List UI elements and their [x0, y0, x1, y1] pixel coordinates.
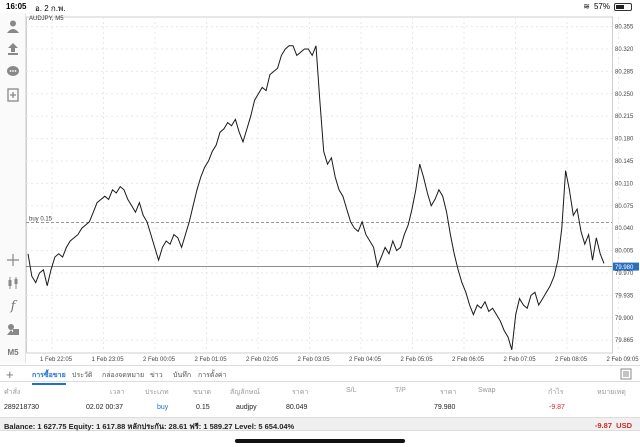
header-size: ขนาด — [193, 389, 212, 396]
y-tick-label: 80.355 — [615, 25, 634, 31]
crosshair-icon[interactable] — [4, 251, 22, 269]
current-price-label: 79.980 — [615, 265, 634, 271]
y-tick-label: 80.110 — [615, 181, 634, 187]
y-tick-label: 79.865 — [615, 338, 634, 344]
tab-journal[interactable]: บันทึก — [173, 372, 192, 379]
y-tick-label: 80.320 — [615, 47, 634, 53]
status-bar: 16:05 อ. 2 ก.พ. ≋ 57% — [0, 0, 640, 13]
status-right: ≋ 57% — [583, 2, 632, 11]
chart-svg: 80.355 80.320 80.285 80.250 80.215 80.180 80.1… — [26, 16, 640, 363]
header-comment: หมายเหตุ — [597, 389, 626, 396]
battery-percent: 57% — [593, 2, 610, 11]
header-sl: S/L — [346, 387, 357, 394]
y-tick-label: 80.040 — [615, 226, 634, 232]
x-tick-label: 2 Feb 03:05 — [298, 357, 331, 363]
header-price-current: ราคา — [440, 389, 457, 396]
order-time: 02.02 00:37 — [86, 404, 123, 411]
order-open-price: 80.049 — [286, 404, 308, 411]
order-profit: -9.87 — [549, 404, 565, 411]
terminal-tabs: + การซื้อขาย ประวัติ กล่องจดหมาย ข่าว บั… — [0, 365, 640, 385]
order-size: 0.15 — [196, 404, 210, 411]
header-order: คำสั่ง — [4, 389, 21, 396]
order-type: buy — [157, 404, 169, 411]
y-tick-label: 79.900 — [615, 316, 634, 322]
x-tick-label: 2 Feb 07:05 — [504, 357, 537, 363]
tab-settings[interactable]: การตั้งค่า — [198, 372, 227, 379]
chat-icon[interactable] — [4, 63, 22, 81]
x-tick-label: 2 Feb 09:05 — [607, 357, 640, 363]
x-tick-label: 2 Feb 06:05 — [452, 357, 485, 363]
home-indicator — [235, 439, 405, 443]
y-tick-label: 80.215 — [615, 114, 634, 120]
x-tick-label: 2 Feb 02:05 — [246, 357, 279, 363]
y-tick-label: 80.180 — [615, 137, 634, 143]
plot-frame — [26, 16, 613, 354]
header-symbol: สัญลักษณ์ — [230, 389, 260, 396]
order-current-price: 79.980 — [434, 404, 456, 411]
new-chart-icon[interactable] — [4, 86, 22, 104]
battery-fill — [616, 4, 624, 9]
y-tick-label: 80.075 — [615, 204, 634, 210]
order-symbol: audjpy — [236, 404, 257, 411]
x-tick-label: 2 Feb 01:05 — [195, 357, 228, 363]
header-price-open: ราคา — [292, 389, 309, 396]
tab-mailbox[interactable]: กล่องจดหมาย — [102, 372, 145, 379]
x-tick-label: 2 Feb 08:05 — [555, 357, 588, 363]
current-price-tag — [613, 262, 639, 271]
x-tick-label: 1 Feb 22:05 — [40, 357, 73, 363]
header-swap: Swap — [478, 387, 496, 394]
y-tick-label: 79.935 — [615, 293, 634, 299]
order-id: 289218730 — [4, 404, 40, 411]
user-icon[interactable] — [4, 17, 22, 35]
function-icon[interactable]: f — [10, 298, 16, 314]
add-icon[interactable]: + — [6, 367, 14, 382]
date: อ. 2 ก.พ. — [35, 4, 66, 13]
chart-toolbar: f M5 — [0, 13, 26, 363]
tab-trade[interactable]: การซื้อขาย — [32, 370, 66, 385]
x-tick-label: 2 Feb 05:05 — [401, 357, 434, 363]
objects-icon[interactable] — [4, 320, 22, 338]
price-series-line — [27, 45, 605, 350]
x-tick-label: 2 Feb 04:05 — [349, 357, 382, 363]
balance-summary: Balance: 1 627.75 Equity: 1 617.88 หลักป… — [4, 422, 295, 431]
header-type: ประเภท — [145, 389, 169, 396]
battery-icon — [614, 2, 632, 11]
account-currency: USD — [616, 421, 632, 430]
y-tick-label: 80.145 — [615, 159, 634, 165]
x-tick-label: 1 Feb 23:05 — [92, 357, 125, 363]
total-profit: -9.87 — [594, 421, 612, 430]
header-profit: กำไร — [548, 389, 564, 396]
tab-news[interactable]: ข่าว — [150, 372, 163, 379]
price-chart[interactable]: 80.355 80.320 80.285 80.250 80.215 80.180 80.1… — [26, 13, 640, 363]
header-time: เวลา — [110, 389, 125, 396]
timeframe-button[interactable]: M5 — [7, 347, 19, 357]
y-tick-label: 80.005 — [615, 249, 634, 255]
y-tick-label: 80.285 — [615, 69, 634, 75]
expand-icon[interactable] — [620, 368, 632, 382]
trade-row[interactable]: 289218730 02.02 00:37 buy 0.15 audjpy 80… — [0, 400, 640, 416]
balance-bar: Balance: 1 627.75 Equity: 1 617.88 หลักป… — [0, 417, 640, 431]
chart-symbol-label: AUDJPY, M5 — [29, 16, 64, 22]
header-tp: T/P — [395, 387, 406, 394]
y-tick-label: 80.250 — [615, 92, 634, 98]
trade-icon[interactable] — [4, 40, 22, 58]
y-tick-label: 79.970 — [615, 271, 634, 277]
tab-history[interactable]: ประวัติ — [72, 372, 93, 379]
order-line-label: buy 0.15 — [29, 216, 53, 222]
clock: 16:05 — [6, 2, 27, 11]
x-tick-label: 2 Feb 00:05 — [143, 357, 176, 363]
candlestick-icon[interactable] — [4, 274, 22, 292]
trade-table-header: คำสั่ง เวลา ประเภท ขนาด สัญลักษณ์ ราคา S… — [0, 383, 640, 400]
wifi-icon: ≋ — [583, 2, 590, 11]
